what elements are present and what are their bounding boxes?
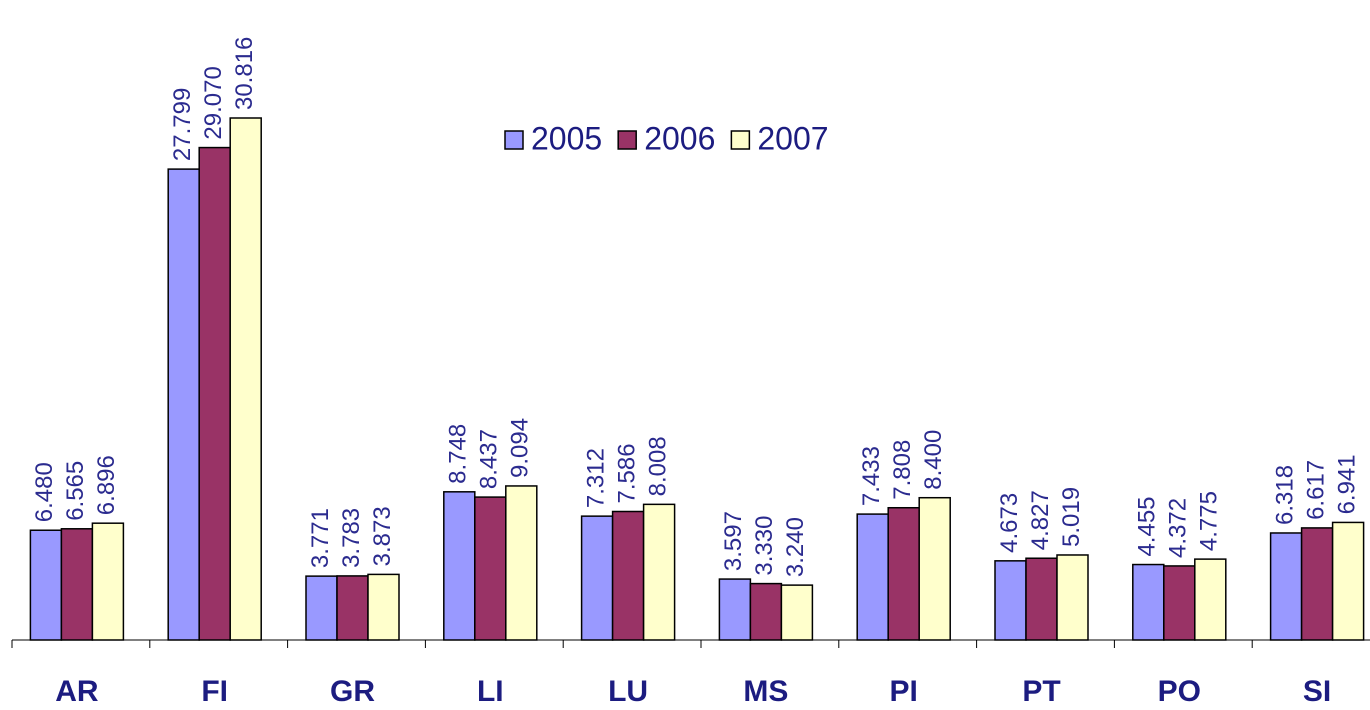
value-label: 3.240 [782,517,809,577]
x-tick-label: PO [1158,675,1201,708]
value-label: 6.480 [31,462,58,522]
value-label: 3.783 [338,508,365,568]
bar [1132,563,1165,641]
value-label: 6.318 [1271,465,1298,525]
legend-label: 2005 [531,120,602,156]
value-label: 4.827 [1027,490,1054,550]
bar [1269,532,1303,641]
value-label: 6.565 [62,461,89,521]
bar [918,496,951,641]
bar [780,584,814,641]
bar [336,575,369,641]
value-label: 6.896 [93,455,120,515]
value-label: 3.771 [307,508,334,568]
x-tick-label: LU [608,675,648,708]
legend-label: 2006 [644,120,715,156]
value-label: 7.586 [613,443,640,503]
x-tick-label: PT [1022,675,1060,708]
x-tick-label: LI [477,675,504,708]
value-label: 4.775 [1196,491,1223,551]
bar [611,510,645,641]
bar [198,146,231,641]
value-label: 7.808 [889,440,916,500]
value-label: 3.873 [369,506,396,566]
bar [1056,554,1089,641]
value-label: 8.748 [445,424,472,484]
bar [1331,521,1365,641]
bar [443,491,476,641]
value-label: 29.070 [200,66,227,139]
bar [887,506,920,641]
bar [167,168,200,641]
bar [580,515,614,641]
x-tick-label: AR [55,675,99,708]
value-label: 30.816 [231,37,258,110]
bar [229,117,262,641]
bar [1194,558,1227,641]
value-label: 6.941 [1333,454,1360,514]
x-tick-label: SI [1303,675,1331,708]
value-label: 4.673 [996,493,1023,553]
bar [1025,557,1058,641]
bar [1163,565,1196,641]
value-label: 3.597 [720,511,747,571]
value-label: 8.437 [476,429,503,489]
bar [994,560,1027,641]
value-label: 8.008 [644,436,671,496]
value-label: 3.330 [751,516,778,576]
value-label: 6.617 [1302,460,1329,520]
legend-swatch [730,130,751,150]
value-label: 4.455 [1134,496,1161,556]
value-label: 9.094 [507,418,534,478]
x-tick-label: GR [330,675,375,708]
value-label: 8.400 [920,430,947,490]
value-label: 5.019 [1058,487,1085,547]
bar [1300,527,1334,641]
x-tick-label: MS [743,675,788,708]
bar [505,485,538,641]
legend-swatch [617,130,637,150]
value-label: 7.433 [858,446,885,506]
value-label: 4.372 [1165,498,1192,558]
x-tick-label: FI [201,675,228,708]
bar [367,573,400,641]
bar [305,575,338,641]
bar [718,578,752,641]
x-tick-label: PI [890,675,918,708]
bar [642,503,676,641]
bar [474,496,507,641]
bar [856,513,889,641]
bar [29,529,63,641]
legend-swatch [504,130,524,150]
bar [749,582,783,641]
bar [60,528,94,641]
legend-label: 2007 [757,120,828,156]
value-label: 27.799 [169,88,196,161]
bar [91,522,125,641]
value-label: 7.312 [582,448,609,508]
